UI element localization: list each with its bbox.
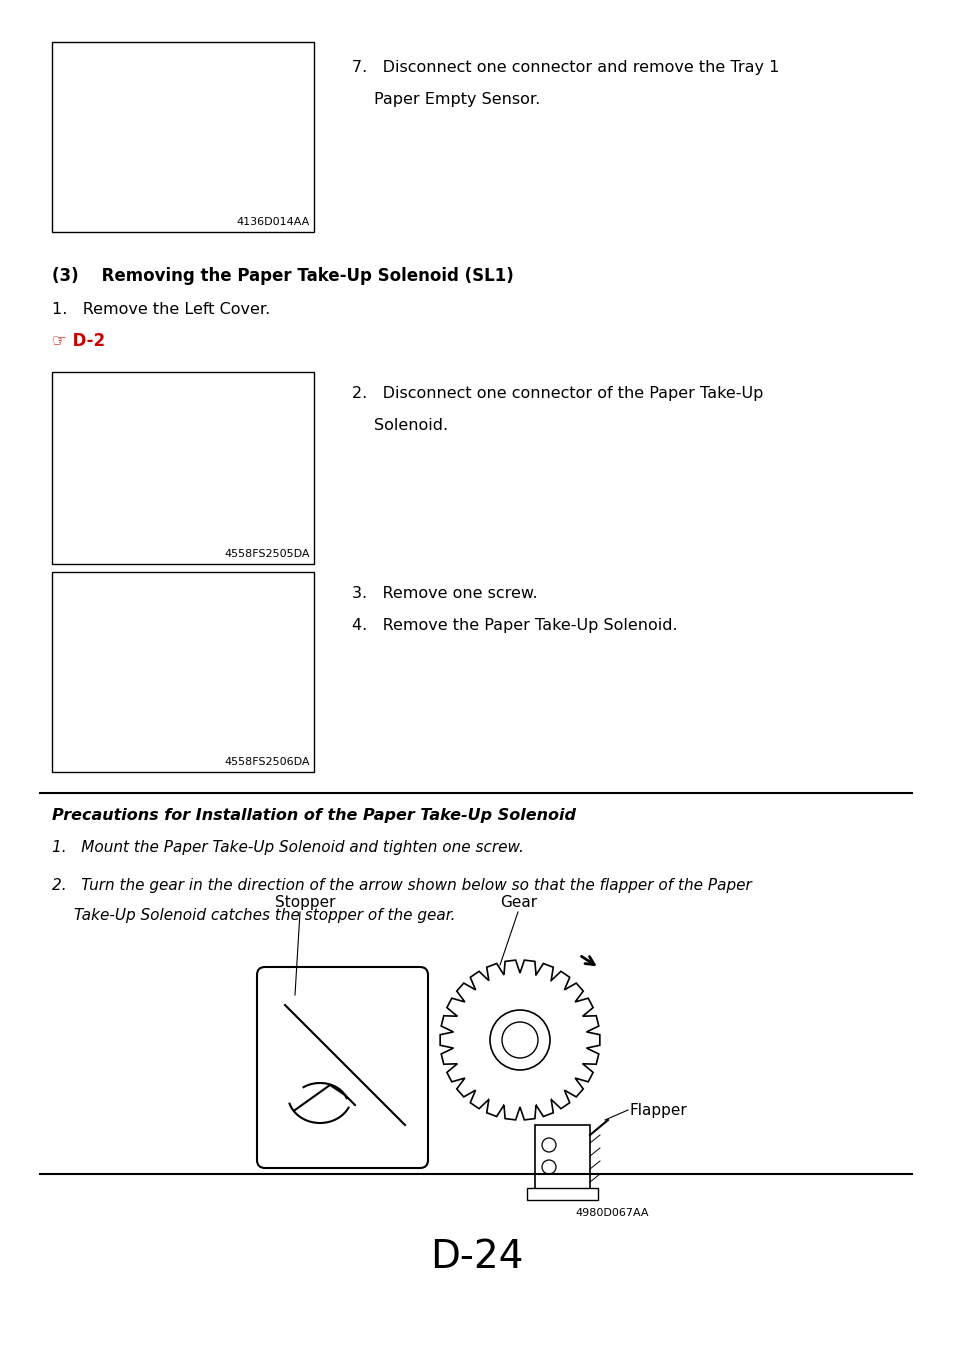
Text: 4136D014AA: 4136D014AA xyxy=(236,218,310,227)
Text: 2.   Disconnect one connector of the Paper Take-Up: 2. Disconnect one connector of the Paper… xyxy=(352,387,762,402)
Text: Precautions for Installation of the Paper Take-Up Solenoid: Precautions for Installation of the Pape… xyxy=(52,808,576,823)
Text: 4558FS2505DA: 4558FS2505DA xyxy=(224,549,310,558)
Text: Gear: Gear xyxy=(499,895,537,910)
Bar xyxy=(535,1125,589,1190)
Text: 7.   Disconnect one connector and remove the Tray 1: 7. Disconnect one connector and remove t… xyxy=(352,59,779,74)
Bar xyxy=(52,42,314,233)
Text: 4558FS2506DA: 4558FS2506DA xyxy=(224,757,310,767)
FancyBboxPatch shape xyxy=(256,967,428,1168)
Bar xyxy=(526,1188,598,1201)
Polygon shape xyxy=(439,960,599,1119)
Text: 2.   Turn the gear in the direction of the arrow shown below so that the flapper: 2. Turn the gear in the direction of the… xyxy=(52,877,751,894)
Text: Stopper: Stopper xyxy=(274,895,335,910)
Text: 3.   Remove one screw.: 3. Remove one screw. xyxy=(352,585,537,602)
Text: 1.   Mount the Paper Take-Up Solenoid and tighten one screw.: 1. Mount the Paper Take-Up Solenoid and … xyxy=(52,840,523,854)
Text: Solenoid.: Solenoid. xyxy=(374,418,448,433)
Bar xyxy=(52,372,314,564)
Text: D-24: D-24 xyxy=(430,1238,523,1276)
Text: Flapper: Flapper xyxy=(629,1102,687,1118)
Text: Paper Empty Sensor.: Paper Empty Sensor. xyxy=(374,92,539,107)
Text: 4.   Remove the Paper Take-Up Solenoid.: 4. Remove the Paper Take-Up Solenoid. xyxy=(352,618,677,633)
Text: Take-Up Solenoid catches the stopper of the gear.: Take-Up Solenoid catches the stopper of … xyxy=(74,909,455,923)
Text: (3)    Removing the Paper Take-Up Solenoid (SL1): (3) Removing the Paper Take-Up Solenoid … xyxy=(52,266,514,285)
Bar xyxy=(52,572,314,772)
Text: 1.   Remove the Left Cover.: 1. Remove the Left Cover. xyxy=(52,301,270,316)
Text: 4980D067AA: 4980D067AA xyxy=(575,1207,648,1218)
Text: ☞ D-2: ☞ D-2 xyxy=(52,333,105,350)
